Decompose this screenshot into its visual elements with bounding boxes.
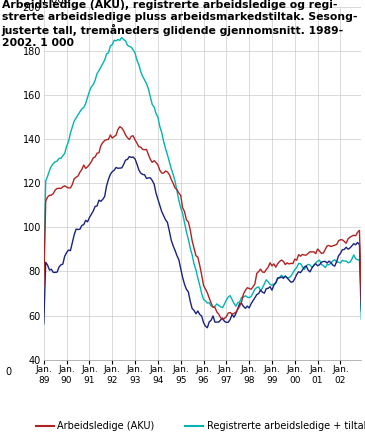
Arbeidsledige (AKU) bbox=[298, 254, 303, 259]
Text: 1 000: 1 000 bbox=[41, 0, 70, 5]
Line: Registrerte arbeidsledige: Registrerte arbeidsledige bbox=[44, 157, 361, 328]
Registrerte arbeidsledige + tiltak bbox=[135, 58, 139, 63]
Arbeidsledige (AKU) bbox=[135, 140, 139, 146]
Registrerte arbeidsledige bbox=[42, 321, 46, 327]
Registrerte arbeidsledige bbox=[152, 181, 156, 187]
Arbeidsledige (AKU) bbox=[118, 124, 122, 129]
Arbeidsledige (AKU) bbox=[232, 311, 236, 316]
Registrerte arbeidsledige + tiltak bbox=[224, 297, 228, 303]
Registrerte arbeidsledige bbox=[226, 320, 230, 325]
Registrerte arbeidsledige bbox=[359, 308, 364, 313]
Registrerte arbeidsledige + tiltak bbox=[120, 35, 124, 40]
Line: Arbeidsledige (AKU): Arbeidsledige (AKU) bbox=[44, 126, 361, 320]
Registrerte arbeidsledige bbox=[127, 154, 131, 159]
Registrerte arbeidsledige + tiltak bbox=[296, 261, 301, 266]
Registrerte arbeidsledige + tiltak bbox=[42, 269, 46, 275]
Arbeidsledige (AKU) bbox=[226, 310, 230, 316]
Legend: Arbeidsledige (AKU), Registrerte arbeidsledige, Registrerte arbeidsledige + tilt: Arbeidsledige (AKU), Registrerte arbeids… bbox=[32, 418, 365, 436]
Registrerte arbeidsledige + tiltak bbox=[230, 297, 234, 302]
Arbeidsledige (AKU) bbox=[99, 143, 103, 148]
Arbeidsledige (AKU) bbox=[42, 282, 46, 287]
Registrerte arbeidsledige bbox=[99, 199, 103, 204]
Arbeidsledige (AKU) bbox=[220, 317, 225, 322]
Arbeidsledige (AKU) bbox=[359, 299, 364, 304]
Registrerte arbeidsledige + tiltak bbox=[359, 317, 364, 322]
Registrerte arbeidsledige bbox=[135, 161, 139, 167]
Text: 0: 0 bbox=[6, 367, 12, 377]
Arbeidsledige (AKU) bbox=[152, 158, 156, 164]
Text: Arbeidsledige (AKU), registrerte arbeidsledige og regi-
strerte arbeidsledige pl: Arbeidsledige (AKU), registrerte arbeids… bbox=[2, 0, 357, 48]
Registrerte arbeidsledige bbox=[205, 325, 210, 330]
Registrerte arbeidsledige + tiltak bbox=[152, 104, 156, 109]
Registrerte arbeidsledige bbox=[298, 270, 303, 275]
Registrerte arbeidsledige + tiltak bbox=[99, 65, 103, 70]
Registrerte arbeidsledige bbox=[232, 315, 236, 320]
Line: Registrerte arbeidsledige + tiltak: Registrerte arbeidsledige + tiltak bbox=[44, 37, 361, 320]
